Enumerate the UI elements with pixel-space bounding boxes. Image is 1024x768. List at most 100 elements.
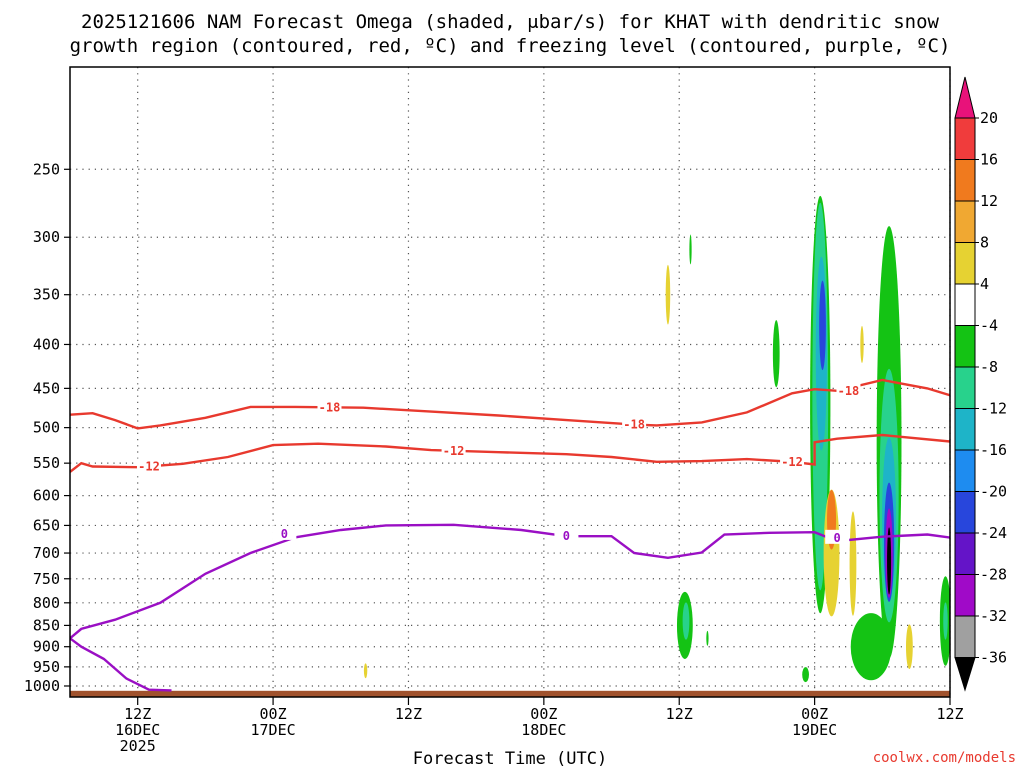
contour-line: [70, 523, 950, 640]
y-tick-label: 950: [33, 658, 60, 676]
contour-label-bg: [825, 529, 850, 544]
omega-cell: [665, 264, 671, 325]
y-tick-label: 650: [33, 516, 60, 534]
plot-area: -18 -18 -18 -12 -12 -12 0 0 0 250 300 350 400 450 500…: [24, 66, 964, 755]
omega-cell: [860, 325, 864, 364]
chart-title-line-2: growth region (contoured, red, ºC) and f…: [70, 35, 951, 57]
contour-label: -12: [138, 460, 160, 474]
contour-label-bg: [317, 399, 342, 414]
y-tick-label: 300: [33, 228, 60, 246]
colorbar-bin: [954, 366, 976, 409]
x-tick-label: 18DEC: [521, 721, 566, 739]
y-tick-label: 500: [33, 419, 60, 437]
y-tick-label: 800: [33, 594, 60, 612]
x-tick-label: 00Z: [260, 705, 287, 723]
x-tick-label: 19DEC: [792, 721, 837, 739]
x-tick-label: 00Z: [530, 705, 557, 723]
colorbar-bin: [954, 574, 976, 617]
omega-cell: [850, 613, 892, 681]
y-tick-label: 450: [33, 379, 60, 397]
y-tick-label: 400: [33, 335, 60, 353]
colorbar-label: -16: [980, 441, 1007, 459]
omega-cell: [943, 602, 948, 640]
y-tick-label: 1000: [24, 677, 60, 695]
x-tick-label: 2025: [120, 737, 156, 755]
contour-label-bg: [441, 442, 466, 457]
x-tick-label: 12Z: [124, 705, 151, 723]
contour-label-bg: [272, 525, 297, 540]
contour-label: -12: [781, 455, 803, 469]
credit-text: coolwx.com/models: [873, 750, 1016, 766]
x-tick-label: 12Z: [666, 705, 693, 723]
colorbar-label: 4: [980, 275, 989, 293]
terrain-ground: [70, 690, 950, 697]
contour-label: 0: [281, 527, 288, 541]
colorbar-arrow-bottom: [954, 657, 976, 692]
colorbar-label: 8: [980, 234, 989, 252]
colorbar-bin: [954, 159, 976, 202]
colorbar-bin: [954, 449, 976, 492]
colorbar-label: -12: [980, 400, 1007, 418]
y-axis: 250 300 350 400 450 500 550 600 650 700 750 800 850 9…: [24, 160, 70, 695]
y-tick-label: 250: [33, 160, 60, 178]
omega-cell: [363, 663, 368, 679]
colorbar-label: -8: [980, 358, 998, 376]
contour-lines: -18 -18 -18 -12 -12 -12 0 0 0: [70, 378, 950, 692]
omega-shading: [363, 195, 950, 683]
y-tick-label: 700: [33, 544, 60, 562]
x-tick-label: 12Z: [936, 705, 963, 723]
contour-label: -18: [623, 418, 645, 432]
colorbar-bin: [954, 117, 976, 160]
plot-frame: [69, 66, 951, 698]
colorbar-label: 20: [980, 109, 998, 127]
chart-title-line-1: 2025121606 NAM Forecast Omega (shaded, μ…: [81, 11, 939, 33]
contour-label-bg: [836, 382, 861, 397]
omega-cell: [802, 667, 809, 683]
colorbar-bin: [954, 491, 976, 534]
colorbar-label: 16: [980, 151, 998, 169]
contour-line: [70, 637, 172, 692]
x-tick-label: 17DEC: [250, 721, 295, 739]
colorbar-label: -32: [980, 607, 1007, 625]
contour-label: 0: [563, 529, 570, 543]
omega-cell: [887, 527, 892, 595]
y-tick-label: 350: [33, 286, 60, 304]
omega-cell: [819, 280, 826, 371]
contour-line: [70, 433, 950, 473]
contour-label-bg: [554, 528, 579, 543]
contour-label-bg: [136, 458, 161, 473]
colorbar-bin: [954, 408, 976, 451]
colorbar-label: -24: [980, 524, 1007, 542]
x-axis-label: Forecast Time (UTC): [413, 749, 607, 768]
y-tick-label: 900: [33, 638, 60, 656]
y-tick-label: 750: [33, 570, 60, 588]
x-tick-label: 12Z: [395, 705, 422, 723]
colorbar-label: -28: [980, 566, 1007, 584]
colorbar-label: -36: [980, 649, 1007, 667]
omega-cell: [849, 511, 857, 616]
contour-label: -18: [319, 401, 341, 415]
colorbar-bin: [954, 242, 976, 285]
colorbar-bin: [954, 325, 976, 368]
colorbar-bin: [954, 283, 976, 326]
omega-cell: [682, 602, 690, 640]
x-tick-label: 16DEC: [115, 721, 160, 739]
contour-label-bg: [622, 416, 647, 431]
colorbar-label: -20: [980, 483, 1007, 501]
colorbar-bin: [954, 200, 976, 243]
x-tick-label: 00Z: [801, 705, 828, 723]
contour-label: -12: [443, 444, 465, 458]
colorbar-bin: [954, 615, 976, 658]
terrain-strip: [70, 690, 950, 697]
colorbar-label: 12: [980, 192, 998, 210]
omega-cell: [906, 624, 913, 670]
y-tick-label: 600: [33, 487, 60, 505]
colorbar: 20 16 12 8 4 -4 -8 -12 -16 -20 -24 -28 -32 -36: [954, 76, 1007, 692]
y-tick-label: 850: [33, 616, 60, 634]
contour-label-bg: [780, 453, 805, 468]
omega-cell: [689, 234, 692, 265]
contour-label: -18: [838, 384, 860, 398]
contour-label: 0: [834, 531, 841, 545]
